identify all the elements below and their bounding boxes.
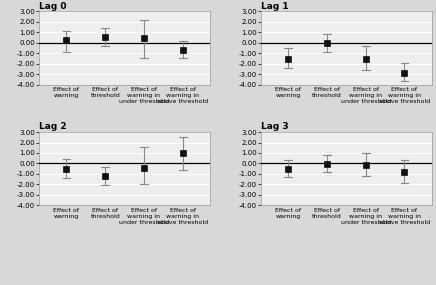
Text: Lag 1: Lag 1 <box>261 2 289 11</box>
Text: Lag 0: Lag 0 <box>39 2 67 11</box>
Text: Lag 3: Lag 3 <box>261 122 289 131</box>
Text: Lag 2: Lag 2 <box>39 122 67 131</box>
